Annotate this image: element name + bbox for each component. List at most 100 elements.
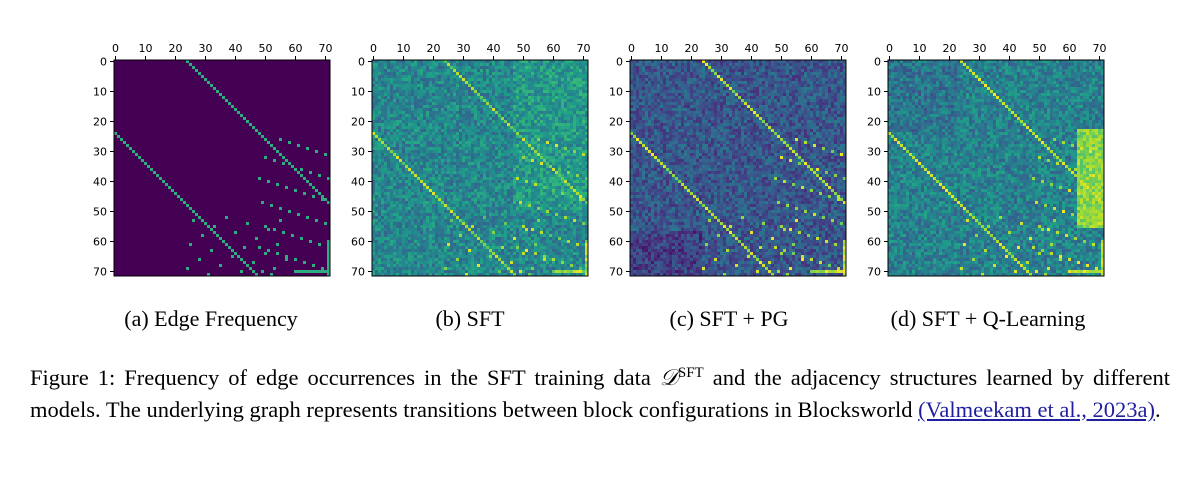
heatmap-cell: [264, 261, 268, 265]
heatmap-cell: [153, 222, 157, 226]
heatmap-cell: [114, 111, 118, 115]
heatmap-cell: [171, 234, 175, 238]
heatmap-cell: [276, 195, 280, 199]
heatmap-cell: [198, 249, 202, 253]
heatmap-cell: [231, 126, 235, 130]
heatmap-cell: [258, 225, 262, 229]
heatmap-cell: [312, 144, 316, 148]
heatmap-cell: [303, 99, 307, 103]
heatmap-cell: [222, 234, 226, 238]
heatmap-cell: [210, 117, 214, 121]
heatmap-cell: [282, 171, 286, 175]
heatmap-cell: [210, 90, 214, 94]
heatmap-cell: [174, 147, 178, 151]
heatmap-cell: [234, 144, 238, 148]
heatmap-cell: [159, 159, 163, 163]
heatmap-cell: [321, 201, 325, 205]
heatmap-cell: [114, 99, 118, 103]
heatmap-cell: [177, 261, 181, 265]
heatmap-cell: [267, 186, 271, 190]
heatmap-cell: [258, 147, 262, 151]
heatmap-cell: [213, 96, 217, 100]
heatmap-cell: [180, 222, 184, 226]
heatmap-cell: [261, 93, 265, 97]
heatmap-cell: [219, 243, 223, 247]
heatmap-cell: [138, 123, 142, 127]
heatmap-cell: [222, 78, 226, 82]
heatmap-cell: [144, 207, 148, 211]
heatmap-cell: [144, 81, 148, 85]
heatmap-cell: [237, 84, 241, 88]
heatmap-cell: [294, 69, 298, 73]
heatmap-cell: [321, 255, 325, 259]
heatmap-cell: [156, 84, 160, 88]
heatmap-cell: [192, 159, 196, 163]
heatmap-cell: [297, 147, 301, 151]
heatmap-cell: [252, 225, 256, 229]
heatmap-cell: [129, 108, 133, 112]
heatmap-cell: [309, 60, 313, 64]
heatmap-cell: [270, 252, 274, 256]
heatmap-cell: [162, 84, 166, 88]
heatmap-cell: [237, 204, 241, 208]
heatmap-cell: [288, 84, 292, 88]
heatmap-cell: [180, 60, 184, 64]
heatmap-cell: [246, 162, 250, 166]
heatmap-cell: [270, 174, 274, 178]
heatmap-cell: [201, 78, 205, 82]
heatmap-cell: [216, 81, 220, 85]
heatmap-cell: [192, 108, 196, 112]
heatmap-cell: [147, 126, 151, 130]
heatmap-cell: [300, 198, 304, 202]
heatmap-cell: [306, 99, 310, 103]
heatmap-cell: [276, 246, 280, 250]
heatmap-cell: [144, 192, 148, 196]
heatmap-cell: [120, 141, 124, 145]
heatmap-cell: [294, 252, 298, 256]
heatmap-cell: [312, 87, 316, 91]
heatmap-cell: [288, 141, 292, 145]
heatmap-cell: [213, 210, 217, 214]
heatmap-cell: [207, 81, 211, 85]
heatmap-cell: [312, 63, 316, 67]
heatmap-cell: [174, 129, 178, 133]
heatmap-cell: [138, 252, 142, 256]
heatmap-cell: [321, 135, 325, 139]
heatmap-cell: [234, 252, 238, 256]
heatmap-cell: [129, 90, 133, 94]
heatmap-cell: [213, 138, 217, 142]
heatmap-cell: [255, 147, 259, 151]
heatmap-cell: [204, 213, 208, 217]
heatmap-cell: [123, 84, 127, 88]
heatmap-cell: [201, 231, 205, 235]
heatmap-cell: [219, 135, 223, 139]
heatmap-cell: [318, 156, 322, 160]
heatmap-cell: [165, 93, 169, 97]
heatmap-cell: [153, 114, 157, 118]
heatmap-cell: [219, 93, 223, 97]
heatmap-cell: [324, 66, 328, 70]
heatmap-cell: [282, 201, 286, 205]
heatmap-cell: [291, 186, 295, 190]
heatmap-cell: [276, 81, 280, 85]
heatmap-cell: [123, 150, 127, 154]
heatmap-cell: [318, 189, 322, 193]
heatmap-cell: [192, 177, 196, 181]
heatmap-cell: [321, 66, 325, 70]
heatmap-cell: [228, 93, 232, 97]
heatmap-cell: [285, 183, 289, 187]
heatmap-cell: [306, 105, 310, 109]
heatmap-cell: [165, 99, 169, 103]
heatmap-cell: [201, 72, 205, 76]
heatmap-cell: [213, 159, 217, 163]
heatmap-cell: [171, 87, 175, 91]
heatmap-cell: [195, 186, 199, 190]
heatmap-cell: [156, 180, 160, 184]
heatmap-cell: [285, 258, 289, 262]
heatmap-cell: [234, 150, 238, 154]
heatmap-cell: [174, 264, 178, 268]
heatmap-cell: [117, 63, 121, 67]
heatmap-cell: [288, 231, 292, 235]
heatmap-cell: [261, 228, 265, 232]
heatmap-cell: [144, 108, 148, 112]
